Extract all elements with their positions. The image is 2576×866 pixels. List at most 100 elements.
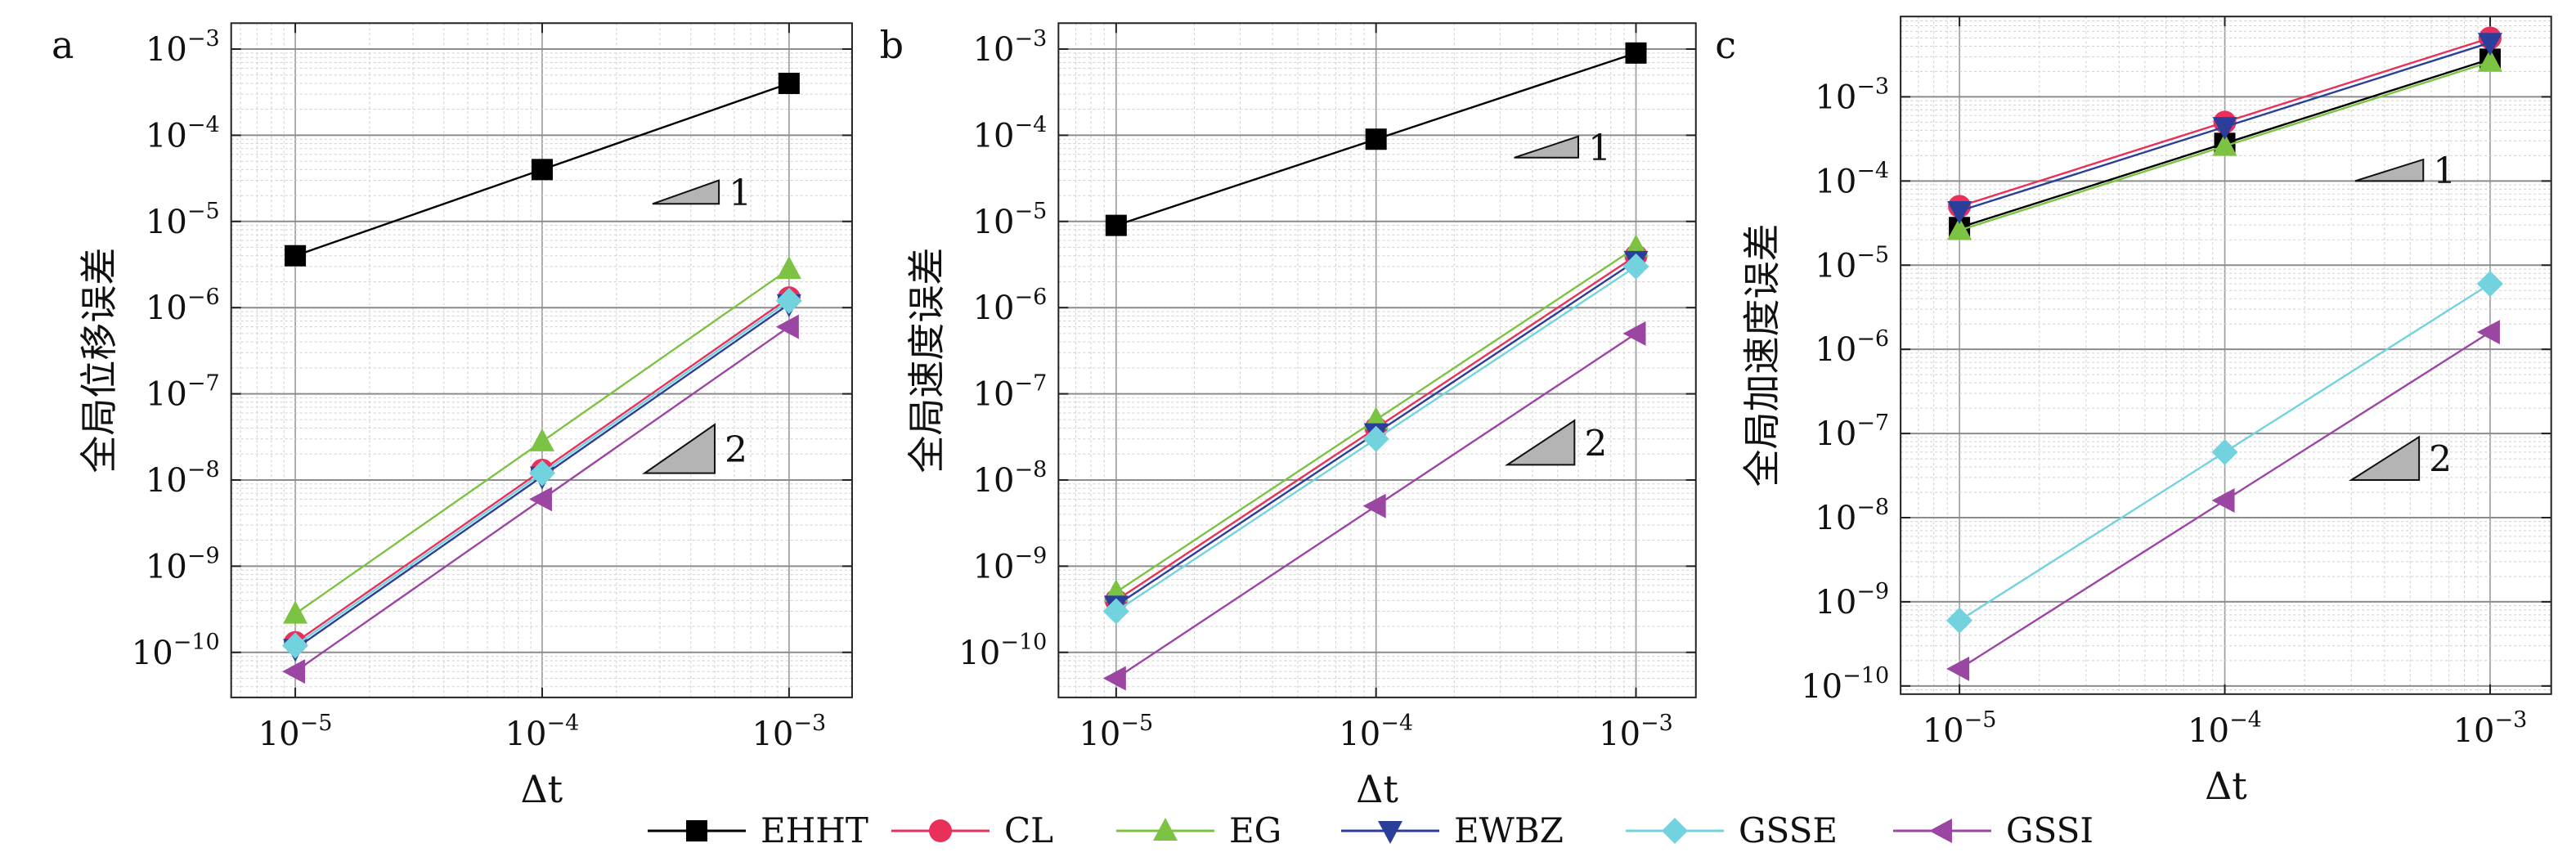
y-tick-label-base: 10 <box>973 289 1015 327</box>
panel-c-chart: 10−5 10−4 10−310−1010−910−810−710−610−510−… <box>1715 16 2552 808</box>
y-tick-label: 10−9 <box>1815 579 1889 621</box>
legend-entry-ehht: EHHT <box>648 810 868 850</box>
grid <box>231 22 852 698</box>
y-tick-label: 10−5 <box>146 199 220 241</box>
legend-label: GSSE <box>1739 810 1838 850</box>
legend-marker <box>1153 818 1178 841</box>
slope-triangle <box>1514 135 1579 159</box>
data-point <box>775 314 799 339</box>
legend-entry-cl: CL <box>891 810 1053 850</box>
y-tick-label: 10−4 <box>146 112 220 155</box>
y-tick-label: 10−4 <box>973 112 1048 155</box>
data-point <box>1102 666 1126 691</box>
slope-triangle <box>652 179 720 205</box>
x-tick-label: 10−5 <box>258 711 333 753</box>
x-tick-label-exp: −5 <box>1964 707 1997 733</box>
slope-triangle-label: 1 <box>1588 128 1611 169</box>
panel-letter: c <box>1715 23 1736 67</box>
legend-marker <box>929 819 952 842</box>
legend: EHHT CL EG EWBZ GSSE GSSI <box>648 810 2094 850</box>
y-tick-label-base: 10 <box>1815 163 1856 200</box>
x-tick-label-base: 10 <box>1079 716 1120 753</box>
series-ewbz <box>1947 33 2502 225</box>
y-tick-label-exp: −10 <box>1000 630 1047 655</box>
data-point <box>528 460 555 487</box>
data-point <box>282 632 309 659</box>
data-point <box>1946 607 1973 634</box>
data-point <box>282 659 306 684</box>
data-point <box>1946 656 1970 681</box>
y-tick-label: 10−3 <box>973 26 1048 69</box>
x-tick-label: 10−5 <box>1923 707 1997 750</box>
x-tick-label: 10−3 <box>2453 707 2528 750</box>
legend-entry-gsse: GSSE <box>1626 810 1838 850</box>
y-tick-label-base: 10 <box>973 548 1015 586</box>
slope-triangle-label: 1 <box>2433 150 2456 192</box>
data-point <box>1947 201 1972 225</box>
series-eg <box>283 256 801 624</box>
y-tick-label: 10−8 <box>973 457 1048 500</box>
y-tick-label-exp: −8 <box>1015 457 1048 482</box>
data-point <box>1362 493 1386 518</box>
y-tick-label: 10−6 <box>1815 326 1889 369</box>
y-tick-label-exp: −9 <box>187 543 220 568</box>
x-tick-label-base: 10 <box>2453 712 2495 750</box>
y-tick-label-exp: −4 <box>1856 158 1889 183</box>
series-gssi <box>1102 321 1646 691</box>
y-tick-label: 10−5 <box>1815 242 1889 285</box>
series-eg <box>1947 48 2502 240</box>
x-tick-label: 10−3 <box>752 711 826 753</box>
y-tick-label-base: 10 <box>973 376 1015 414</box>
y-tick-label-exp: −3 <box>1015 26 1048 52</box>
y-tick-label-exp: −5 <box>1015 199 1048 224</box>
y-tick-label-exp: −5 <box>187 199 220 224</box>
x-tick-label-exp: −4 <box>1380 711 1413 736</box>
x-tick-label: 10−3 <box>1599 711 1673 753</box>
data-point <box>2212 132 2237 156</box>
series-gssi <box>1946 320 2500 681</box>
series-gsse <box>1102 253 1649 625</box>
y-tick-label-exp: −5 <box>1856 242 1889 267</box>
y-tick-label-exp: −7 <box>1856 411 1889 436</box>
data-point <box>2211 438 2238 465</box>
y-tick-label: 10−10 <box>958 630 1047 672</box>
y-tick-label-base: 10 <box>1801 668 1842 706</box>
y-tick-label: 10−10 <box>1801 663 1889 706</box>
x-tick-label-base: 10 <box>1599 716 1640 753</box>
y-tick-label-base: 10 <box>146 117 187 155</box>
slope-triangle-label: 1 <box>729 173 752 214</box>
y-tick-label: 10−7 <box>146 371 220 414</box>
data-point <box>1362 425 1389 452</box>
x-tick-label-base: 10 <box>258 716 300 753</box>
y-tick-label-exp: −8 <box>1856 495 1889 520</box>
data-point <box>283 600 308 624</box>
y-tick-label: 10−10 <box>132 630 220 672</box>
slope-triangle-label: 2 <box>2429 439 2452 481</box>
data-point <box>2211 487 2235 513</box>
x-axis-title: Δt <box>1356 767 1398 811</box>
y-tick-label: 10−5 <box>973 199 1048 241</box>
y-tick-label-base: 10 <box>132 635 173 672</box>
legend-marker <box>1929 819 1952 843</box>
slope-triangle <box>642 423 716 474</box>
legend-label: CL <box>1004 810 1053 850</box>
plot-frame <box>1057 22 1697 698</box>
data-point <box>778 72 800 94</box>
x-tick-label-base: 10 <box>1923 712 1964 750</box>
legend-entry-eg: EG <box>1116 810 1281 850</box>
y-tick-label: 10−7 <box>973 371 1048 414</box>
data-point <box>2477 48 2502 72</box>
y-tick-label-base: 10 <box>146 31 187 69</box>
slope-triangle <box>1504 419 1576 466</box>
x-axis-title-text: Δt <box>2205 764 2247 808</box>
data-point <box>776 256 801 280</box>
y-tick-label-exp: −7 <box>187 371 220 397</box>
data-point <box>2212 117 2237 141</box>
x-tick-label-exp: −4 <box>547 711 580 736</box>
y-tick-label-exp: −9 <box>1015 543 1048 568</box>
data-point <box>285 245 307 267</box>
legend-marker <box>1378 821 1402 844</box>
x-tick-label-exp: −3 <box>2494 707 2527 733</box>
y-tick-label: 10−6 <box>146 285 220 327</box>
